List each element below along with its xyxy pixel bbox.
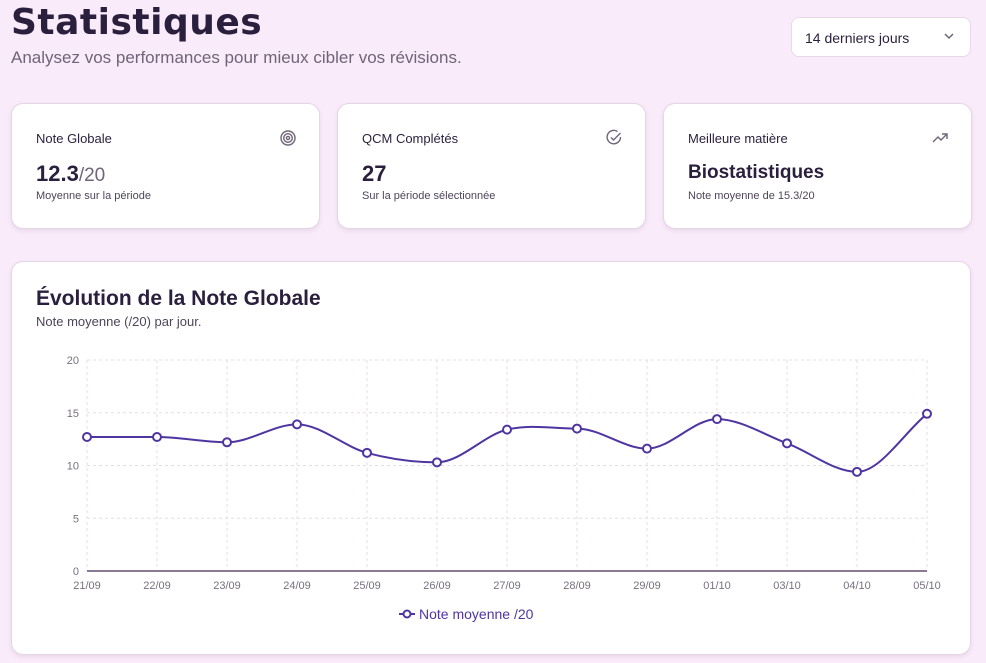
x-tick-label: 29/09 — [633, 580, 661, 592]
card-sub: Moyenne sur la période — [36, 190, 151, 202]
x-tick-label: 28/09 — [563, 580, 591, 592]
legend-label: Note moyenne /20 — [419, 606, 534, 622]
card-sub: Note moyenne de 15.3/20 — [688, 190, 815, 202]
x-tick-label: 03/10 — [773, 580, 801, 592]
x-tick-label: 01/10 — [703, 580, 731, 592]
data-point — [152, 432, 162, 443]
data-point — [432, 457, 442, 468]
x-tick-label: 22/09 — [143, 580, 171, 592]
card-sub: Sur la période sélectionnée — [362, 190, 496, 202]
data-point — [852, 466, 862, 477]
data-point — [222, 437, 232, 448]
note-denominator: /20 — [78, 165, 106, 186]
note-value: 12.3 — [36, 161, 79, 186]
y-tick-label: 15 — [67, 408, 79, 420]
data-point — [922, 408, 932, 419]
target-icon — [280, 130, 296, 146]
card-value: 12.3/20 — [36, 161, 105, 187]
period-select-value: 14 derniers jours — [805, 30, 910, 46]
chart-title: Évolution de la Note Globale — [36, 287, 321, 310]
x-tick-label: 26/09 — [423, 580, 451, 592]
check-circle-icon — [606, 129, 622, 145]
data-point — [712, 414, 722, 425]
data-point — [82, 432, 92, 443]
x-tick-label: 05/10 — [913, 580, 941, 592]
data-point — [292, 419, 302, 430]
card-label: Meilleure matière — [688, 131, 788, 146]
page-subtitle: Analysez vos performances pour mieux cib… — [11, 48, 462, 67]
y-tick-label: 5 — [73, 513, 79, 525]
data-point — [782, 438, 792, 449]
card-meilleure-matiere: Meilleure matière Biostatistiques Note m… — [663, 103, 972, 229]
card-label: QCM Complétés — [362, 131, 459, 146]
data-point — [572, 423, 582, 434]
x-tick-label: 27/09 — [493, 580, 521, 592]
page-title: Statistiques — [11, 2, 263, 43]
x-tick-label: 23/09 — [213, 580, 241, 592]
card-note-globale: Note Globale 12.3/20 Moyenne sur la péri… — [11, 103, 320, 229]
x-tick-label: 24/09 — [283, 580, 311, 592]
legend-marker-icon — [402, 609, 412, 619]
card-value: 27 — [362, 161, 387, 186]
data-point — [362, 447, 372, 458]
y-tick-label: 0 — [73, 566, 79, 578]
x-tick-label: 21/09 — [73, 580, 101, 592]
trending-up-icon — [932, 133, 948, 143]
chart-subtitle: Note moyenne (/20) par jour. — [36, 314, 202, 329]
card-label: Note Globale — [36, 131, 112, 146]
chevron-down-icon — [944, 33, 954, 40]
x-tick-label: 04/10 — [843, 580, 871, 592]
card-value: Biostatistiques — [688, 162, 825, 183]
chart-card: Évolution de la Note Globale Note moyenn… — [11, 261, 971, 655]
period-select[interactable]: 14 derniers jours — [791, 17, 971, 57]
line-chart: 0 5 10 15 20 21/09 22/09 23/09 24/09 25/09 26/09 27… — [67, 355, 941, 622]
x-tick-label: 25/09 — [353, 580, 381, 592]
data-point — [502, 424, 512, 435]
y-tick-label: 10 — [67, 461, 79, 473]
card-qcm-completes: QCM Complétés 27 Sur la période sélectio… — [337, 103, 646, 229]
y-tick-label: 20 — [67, 355, 79, 367]
data-point — [642, 443, 652, 454]
